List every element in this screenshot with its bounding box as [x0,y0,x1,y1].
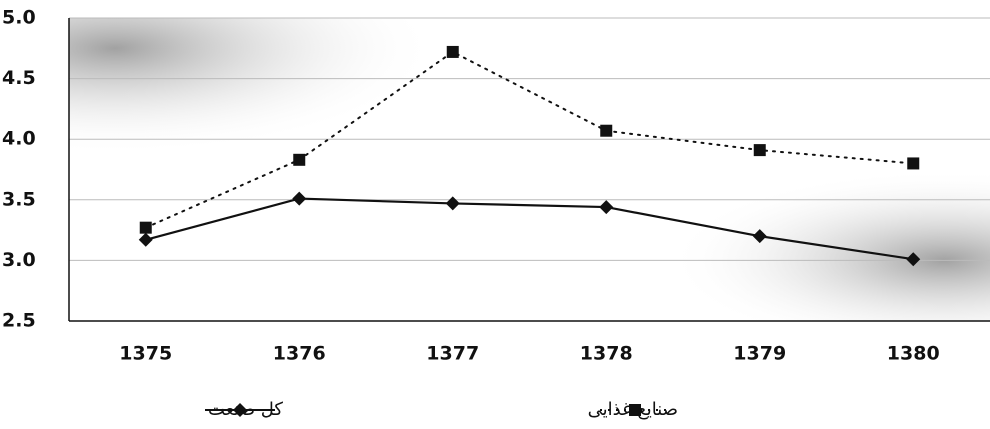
chart: صنایع غذایی کل صنعت 2.5 3.0 3.5 4.0 4.5 5.0 137… [0,0,990,429]
x-tick-label: 1380 [887,343,940,365]
x-tick-label: 1378 [580,343,633,365]
legend-label: کل صنعت [208,399,283,420]
y-tick-label: 2.5 [2,310,36,332]
y-tick-label: 3.5 [2,188,36,210]
legend: صنایع غذایی کل صنعت [205,399,678,420]
x-tick-label: 1377 [426,343,479,365]
marker [907,157,919,169]
marker [447,46,459,58]
marker [140,222,152,234]
y-tick-label: 5.0 [2,7,36,29]
y-tick-label: 4.0 [2,128,36,150]
x-tick-label: 1379 [733,343,786,365]
marker [600,125,612,137]
x-tick-label: 1375 [119,343,172,365]
marker [754,144,766,156]
background-shade [69,18,990,321]
y-tick-label: 3.0 [2,249,36,271]
x-tick-label: 1376 [273,343,326,365]
legend-label: صنایع غذایی [588,399,678,420]
y-tick-label: 4.5 [2,67,36,89]
marker [293,154,305,166]
